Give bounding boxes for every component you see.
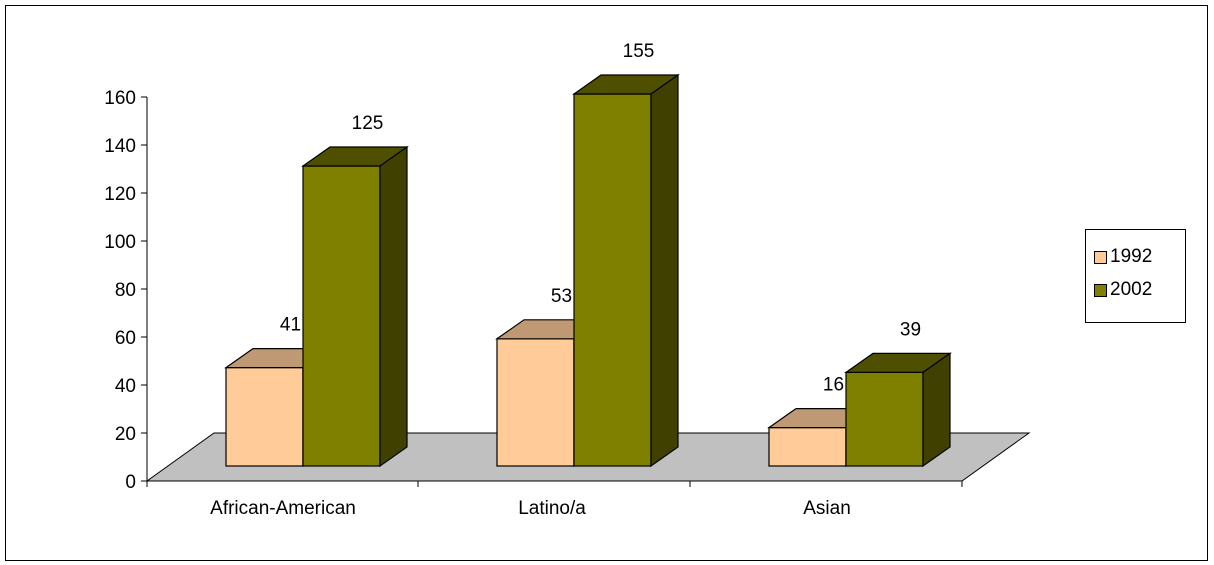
data-label-2002-1: 155 [623, 41, 655, 62]
bar-1992-0 [225, 367, 304, 467]
y-tick-label: 100 [104, 232, 136, 253]
x-tick-label: Asian [803, 498, 851, 519]
bar-2002-0 [302, 165, 381, 467]
legend-item-1992: 1992 [1094, 245, 1152, 269]
bar-2002-2 [845, 371, 924, 467]
bar-1992-2 [768, 427, 847, 467]
y-tick-label: 80 [115, 280, 136, 301]
data-label-1992-2: 16 [823, 375, 844, 396]
legend-swatch-1992 [1094, 250, 1107, 264]
data-label-1992-0: 41 [280, 315, 301, 336]
bar-1992-1 [496, 338, 575, 467]
data-label-1992-1: 53 [551, 286, 572, 307]
bar-side-2002-2 [922, 352, 951, 468]
y-tick-label: 0 [125, 472, 136, 493]
bar-side-2002-1 [650, 73, 679, 468]
x-tick-label: African-American [210, 498, 356, 519]
y-tick-label: 140 [104, 136, 136, 157]
x-tick-label: Latino/a [518, 498, 586, 519]
y-tick-label: 160 [104, 88, 136, 109]
bar-side-2002-0 [379, 145, 408, 468]
y-tick-label: 40 [115, 376, 136, 397]
legend-item-2002: 2002 [1094, 278, 1152, 302]
y-tick-label: 20 [115, 424, 136, 445]
data-label-2002-2: 39 [900, 319, 921, 340]
data-label-2002-0: 125 [352, 113, 384, 134]
legend-label-1992: 1992 [1110, 246, 1153, 267]
legend-label-2002: 2002 [1110, 279, 1153, 300]
y-tick-label: 60 [115, 328, 136, 349]
legend-swatch-2002 [1094, 283, 1107, 297]
legend: 1992 2002 [1085, 229, 1186, 323]
bar-2002-1 [573, 93, 652, 467]
y-tick-label: 120 [104, 184, 136, 205]
